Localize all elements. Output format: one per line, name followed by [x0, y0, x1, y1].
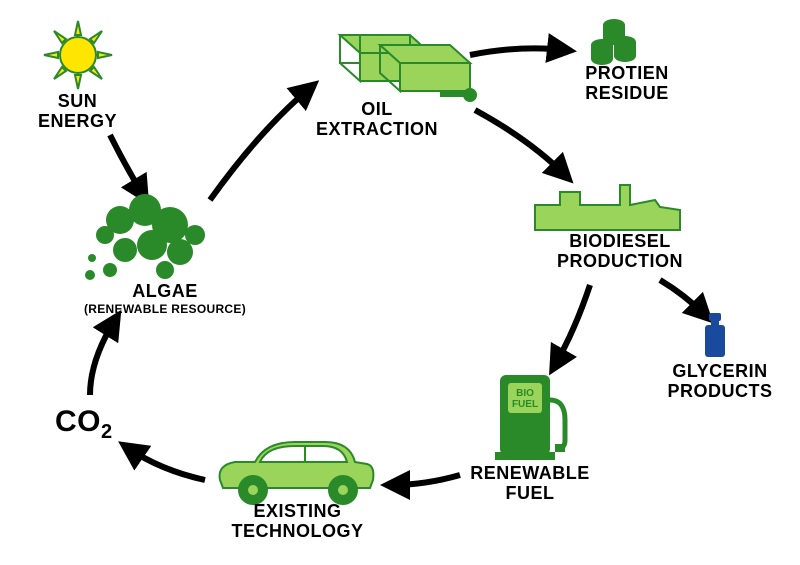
- arrow-algae-oil: [210, 88, 310, 200]
- tech-label: EXISTINGTECHNOLOGY: [215, 502, 380, 542]
- fuel-line1: RENEWABLE: [470, 463, 590, 483]
- sun-line2: ENERGY: [38, 111, 117, 131]
- oil-line2: EXTRACTION: [316, 119, 438, 139]
- oil-label: OILEXTRACTION: [302, 100, 452, 140]
- fuel-label: RENEWABLEFUEL: [455, 464, 605, 504]
- algae-main: ALGAE: [70, 282, 260, 302]
- co2-text: CO: [55, 405, 101, 438]
- sun-label: SUNENERGY: [20, 92, 135, 132]
- svg-text:FUEL: FUEL: [512, 399, 538, 410]
- arrow-oil-biodiesel: [475, 110, 565, 175]
- oil-line1: OIL: [361, 99, 393, 119]
- glycerin-line2: PRODUCTS: [667, 381, 772, 401]
- oil-extraction-icon: [340, 35, 476, 101]
- algae-icon: [85, 194, 205, 280]
- car-icon: [220, 442, 374, 504]
- protein-line1: PROTIEN: [585, 63, 669, 83]
- sun-line1: SUN: [58, 91, 98, 111]
- protein-line2: RESIDUE: [585, 83, 669, 103]
- svg-text:BIO: BIO: [516, 388, 534, 399]
- biodiesel-icon: [535, 185, 680, 230]
- biodiesel-line2: PRODUCTION: [557, 251, 683, 271]
- protein-label: PROTIENRESIDUE: [562, 64, 692, 104]
- sun-icon: [44, 21, 112, 89]
- arrow-oil-protein: [470, 48, 565, 55]
- fuel-pump-icon: BIO FUEL: [495, 375, 565, 460]
- algae-label: ALGAE (RENEWABLE RESOURCE): [70, 282, 260, 316]
- arrow-biodiesel-fuel: [555, 285, 590, 365]
- biodiesel-label: BIODIESELPRODUCTION: [540, 232, 700, 272]
- tech-line1: EXISTING: [253, 501, 341, 521]
- fuel-line2: FUEL: [506, 483, 555, 503]
- algae-sub: (RENEWABLE RESOURCE): [70, 302, 260, 316]
- glycerin-line1: GLYCERIN: [672, 361, 767, 381]
- arrow-tech-co2: [128, 448, 205, 480]
- arrow-biodiesel-glycerin: [660, 280, 705, 315]
- arrow-fuel-tech: [392, 475, 460, 485]
- arrow-co2-algae: [90, 320, 115, 395]
- co2-sub: 2: [101, 421, 113, 443]
- arrow-sun-algae: [110, 135, 143, 195]
- glycerin-icon: [705, 313, 725, 357]
- protein-icon: [591, 19, 636, 65]
- co2-label: CO2: [55, 405, 113, 443]
- glycerin-label: GLYCERINPRODUCTS: [650, 362, 790, 402]
- biodiesel-line1: BIODIESEL: [569, 231, 671, 251]
- tech-line2: TECHNOLOGY: [231, 521, 363, 541]
